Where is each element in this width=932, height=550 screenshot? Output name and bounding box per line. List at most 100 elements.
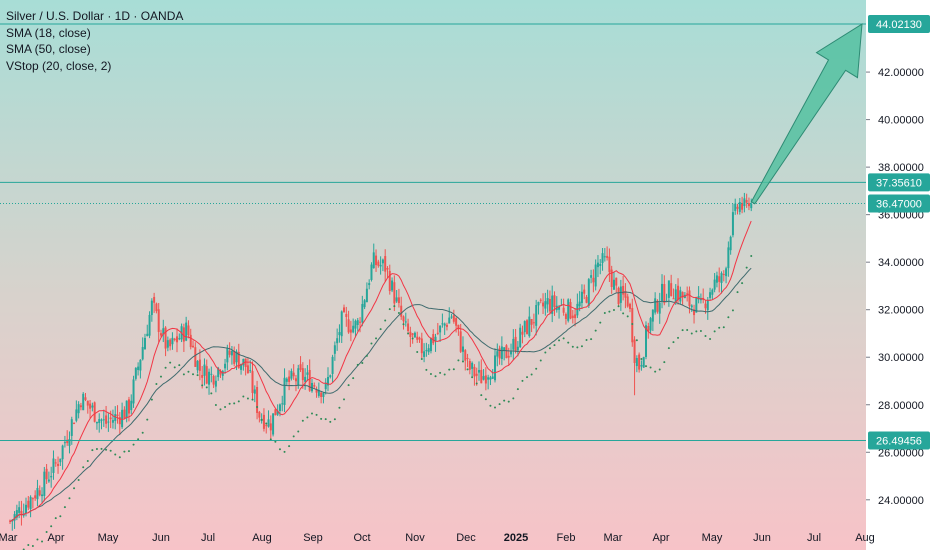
- candle-body: [244, 358, 247, 368]
- candle-body: [256, 387, 259, 413]
- vstop-dot: [169, 361, 172, 364]
- vstop-dot: [59, 515, 62, 518]
- vstop-dot: [503, 399, 506, 402]
- candle-body: [148, 314, 151, 336]
- vstop-dot: [718, 326, 721, 329]
- candle-body: [418, 337, 421, 340]
- candle-body: [425, 350, 428, 352]
- candle-body: [397, 297, 400, 304]
- candle-body: [429, 337, 432, 352]
- current-price-tag: [868, 194, 930, 213]
- candle-body: [649, 318, 652, 331]
- vstop-dot: [539, 359, 542, 362]
- candle-body: [674, 289, 677, 302]
- candle-body: [562, 307, 565, 313]
- candle-body: [711, 289, 714, 295]
- vstop-dot: [411, 337, 414, 340]
- candle-body: [477, 370, 480, 373]
- vstop-dot: [141, 431, 144, 434]
- vstop-dot: [210, 392, 213, 395]
- candle-body: [146, 333, 149, 337]
- vstop-dot: [352, 377, 355, 380]
- candle-body: [265, 425, 268, 427]
- candle-body: [459, 331, 462, 352]
- candle-body: [434, 336, 437, 342]
- candle-body: [196, 360, 199, 371]
- candle-body: [194, 347, 197, 367]
- candle-body: [571, 315, 574, 319]
- vstop-dot: [663, 361, 666, 364]
- vstop-dot: [397, 311, 400, 314]
- x-tick-label: Jun: [753, 532, 771, 544]
- candle-body: [52, 458, 55, 473]
- vstop-dot: [192, 373, 195, 376]
- candle-body: [89, 403, 92, 409]
- candle-body: [102, 419, 105, 421]
- vstop-dot: [599, 321, 602, 324]
- candle-body: [681, 292, 684, 298]
- vstop-dot: [407, 332, 410, 335]
- candle-body: [388, 270, 391, 291]
- vstop-dot: [68, 497, 71, 500]
- candle-body: [313, 385, 316, 387]
- candle-body: [285, 378, 288, 382]
- candle-body: [127, 399, 130, 414]
- vstop-dot: [434, 375, 437, 378]
- candle-body: [542, 302, 545, 307]
- candle-body: [57, 463, 60, 466]
- candle-body: [725, 268, 728, 277]
- candle-body: [745, 200, 748, 203]
- candle-body: [84, 397, 87, 400]
- candle-body: [276, 410, 279, 415]
- candle-body: [75, 409, 78, 421]
- vstop-dot: [242, 395, 245, 398]
- vstop-dot: [576, 346, 579, 349]
- x-tick-label: Jul: [201, 532, 215, 544]
- vstop-dot: [645, 365, 648, 368]
- vstop-dot: [420, 358, 423, 361]
- projection-arrow: [750, 23, 863, 205]
- candle-body: [368, 283, 371, 286]
- candle-body: [510, 351, 513, 355]
- vstop-dot: [750, 254, 753, 257]
- candle-body: [43, 471, 46, 496]
- candle-body: [240, 363, 243, 370]
- vstop-dot: [553, 344, 556, 347]
- candle-body: [224, 363, 227, 369]
- candle-body: [173, 338, 176, 340]
- vstop-dot: [105, 448, 108, 451]
- candle-body: [356, 320, 359, 325]
- vstop-dot: [530, 373, 533, 376]
- level-price-tag: [868, 173, 930, 192]
- candle-body: [750, 203, 753, 209]
- vstop-dot: [361, 361, 364, 364]
- y-tick-label: 32.00000: [878, 305, 924, 317]
- vstop-dot: [343, 398, 346, 401]
- vstop-dot: [658, 368, 661, 371]
- candle-body: [47, 479, 50, 482]
- vstop-dot: [562, 337, 565, 340]
- vstop-dot: [448, 368, 451, 371]
- candle-body: [738, 202, 741, 212]
- candle-body: [208, 371, 211, 385]
- vstop-dot: [36, 538, 39, 541]
- candle-body: [290, 370, 293, 379]
- current-price-label: 36.47000: [876, 198, 922, 210]
- candle-body: [619, 286, 622, 303]
- candle-body: [70, 419, 73, 436]
- vstop-dot: [123, 450, 126, 453]
- level-price-tag: [868, 431, 930, 450]
- candle-body: [192, 345, 195, 348]
- vstop-dot: [219, 408, 222, 411]
- vstop-dot: [201, 384, 204, 387]
- candle-body: [503, 347, 506, 351]
- candle-body: [281, 403, 284, 405]
- candle-body: [679, 290, 682, 302]
- candle-body: [308, 370, 311, 391]
- y-tick-label: 36.00000: [878, 210, 924, 222]
- vstop-dot: [475, 382, 478, 385]
- candle-body: [212, 375, 215, 385]
